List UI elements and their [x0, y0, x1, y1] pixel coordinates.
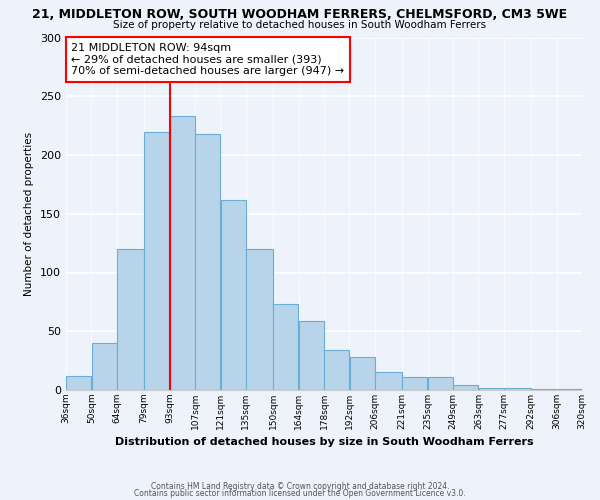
- Bar: [531, 389, 556, 390]
- Text: Contains public sector information licensed under the Open Government Licence v3: Contains public sector information licen…: [134, 489, 466, 498]
- Bar: [375, 372, 402, 390]
- Text: Size of property relative to detached houses in South Woodham Ferrers: Size of property relative to detached ho…: [113, 20, 487, 30]
- Text: 21 MIDDLETON ROW: 94sqm
← 29% of detached houses are smaller (393)
70% of semi-d: 21 MIDDLETON ROW: 94sqm ← 29% of detache…: [71, 43, 344, 76]
- Bar: [504, 388, 531, 390]
- Bar: [479, 388, 504, 390]
- Bar: [428, 377, 453, 390]
- Bar: [299, 320, 324, 390]
- Y-axis label: Number of detached properties: Number of detached properties: [25, 132, 34, 296]
- X-axis label: Distribution of detached houses by size in South Woodham Ferrers: Distribution of detached houses by size …: [115, 438, 533, 448]
- Bar: [324, 350, 349, 390]
- Bar: [557, 389, 582, 390]
- Bar: [170, 116, 195, 390]
- Bar: [402, 377, 427, 390]
- Bar: [117, 249, 144, 390]
- Text: Contains HM Land Registry data © Crown copyright and database right 2024.: Contains HM Land Registry data © Crown c…: [151, 482, 449, 491]
- Bar: [92, 343, 117, 390]
- Bar: [221, 200, 246, 390]
- Bar: [350, 357, 375, 390]
- Text: 21, MIDDLETON ROW, SOUTH WOODHAM FERRERS, CHELMSFORD, CM3 5WE: 21, MIDDLETON ROW, SOUTH WOODHAM FERRERS…: [32, 8, 568, 20]
- Bar: [246, 249, 273, 390]
- Bar: [144, 132, 169, 390]
- Bar: [66, 376, 91, 390]
- Bar: [453, 386, 478, 390]
- Bar: [195, 134, 220, 390]
- Bar: [273, 304, 298, 390]
